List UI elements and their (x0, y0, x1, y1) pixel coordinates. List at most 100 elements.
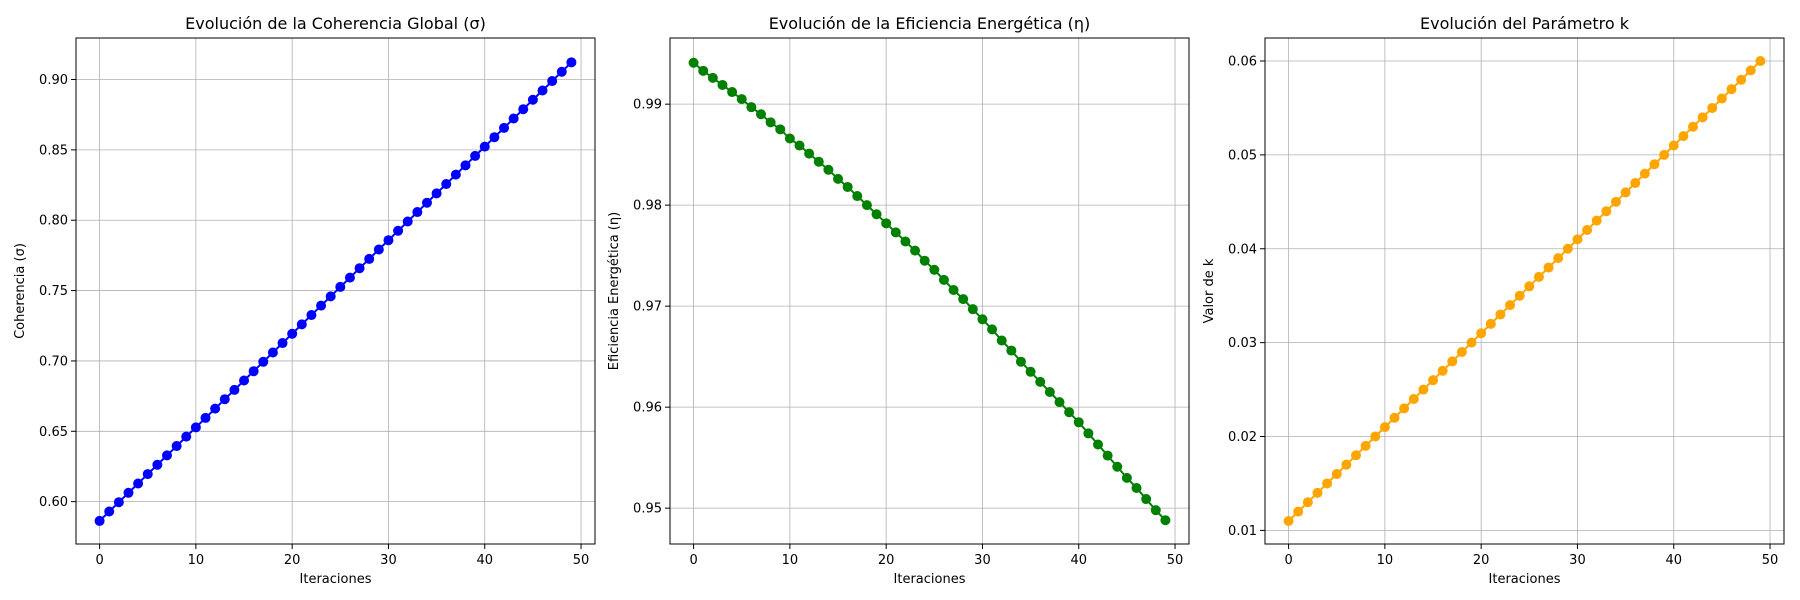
coherence-chart: 0 10 20 30 40 500.600.650.700.750.800.850.90 … (13, 14, 596, 587)
efficiency-data-point (765, 117, 776, 128)
coherence-x-tick-label: 50 (573, 553, 590, 568)
k-parameter-data-point (1456, 347, 1467, 358)
efficiency-data-point (736, 94, 747, 105)
coherence-data-point (325, 291, 336, 302)
coherence-y-tick-label: 0.85 (39, 143, 68, 158)
coherence-data-point (104, 506, 115, 517)
efficiency-data-point (1064, 407, 1075, 418)
k-parameter-data-point (1726, 84, 1737, 95)
coherence-data-point (133, 478, 144, 489)
efficiency-chart: 0 10 20 30 40 50 0.95 0.96 0.97 0.98 0.99 Evolució… (607, 14, 1190, 587)
coherence-data-point (412, 207, 423, 218)
efficiency-data-point (727, 87, 738, 98)
k-parameter-data-point (1476, 328, 1487, 339)
efficiency-data-point (852, 191, 863, 202)
k-parameter-plot-frame (1264, 37, 1785, 545)
efficiency-data-point (996, 335, 1007, 346)
efficiency-data-point (967, 304, 978, 315)
k-parameter-data-point (1543, 262, 1554, 273)
coherence-data-point (200, 412, 211, 423)
k-parameter-y-tick-label: 0.04 (1228, 242, 1257, 257)
efficiency-data-point (958, 294, 969, 305)
coherence-y-axis-label: Coherencia (σ) (13, 243, 28, 339)
coherence-data-point (566, 57, 577, 68)
efficiency-data-point (900, 236, 911, 247)
coherence-data-point (373, 244, 384, 255)
coherence-data-point (267, 347, 278, 358)
k-parameter-data-point (1659, 149, 1670, 160)
coherence-data-point (441, 179, 452, 190)
efficiency-y-tick-label: 0.99 (633, 98, 662, 113)
coherence-data-point (229, 384, 240, 395)
efficiency-series (688, 57, 1171, 526)
k-parameter-data-point (1524, 281, 1535, 292)
k-parameter-data-point (1408, 393, 1419, 404)
k-parameter-data-point (1745, 65, 1756, 76)
efficiency-data-point (1150, 505, 1161, 516)
efficiency-x-axis-label: Iteraciones (894, 572, 966, 587)
efficiency-data-point (784, 133, 795, 144)
coherence-data-point (316, 300, 327, 311)
k-parameter-data-point (1755, 56, 1766, 66)
k-parameter-data-point (1428, 375, 1439, 386)
k-parameter-data-point (1350, 450, 1361, 461)
coherence-data-point (393, 225, 404, 236)
efficiency-x-tick-label: 50 (1167, 553, 1184, 568)
k-parameter-data-point (1649, 159, 1660, 170)
efficiency-plot-frame (669, 37, 1190, 545)
coherence-data-point (296, 319, 307, 330)
coherence-data-point (152, 459, 163, 470)
k-parameter-x-tick-label: 50 (1762, 553, 1779, 568)
efficiency-x-tick-label: 40 (1070, 553, 1087, 568)
efficiency-data-point (1044, 387, 1055, 397)
k-parameter-data-point (1533, 271, 1544, 282)
k-parameter-data-point (1437, 365, 1448, 376)
k-parameter-chart-title: Evolución del Parámetro k (1420, 14, 1630, 33)
k-parameter-y-tick-label: 0.01 (1228, 524, 1257, 539)
k-parameter-data-point (1668, 140, 1679, 151)
efficiency-y-axis-label: Eficiencia Energética (η) (607, 212, 622, 370)
k-parameter-data-point (1514, 290, 1525, 301)
k-parameter-data-point (1293, 506, 1304, 517)
efficiency-x-tick-label: 20 (878, 553, 895, 568)
efficiency-data-point (881, 218, 892, 229)
coherence-x-tick-label: 30 (380, 553, 397, 568)
efficiency-y-tick-label: 0.96 (633, 401, 662, 416)
efficiency-grid (670, 38, 1189, 544)
efficiency-data-point (1015, 356, 1026, 367)
k-parameter-data-point (1562, 243, 1573, 254)
efficiency-data-point (987, 324, 998, 335)
efficiency-data-point (707, 72, 718, 83)
k-parameter-data-point (1418, 384, 1429, 395)
coherence-data-point (479, 141, 490, 152)
efficiency-data-point (919, 255, 930, 266)
k-parameter-x-axis-label: Iteraciones (1489, 572, 1561, 587)
coherence-data-point (508, 113, 519, 124)
efficiency-x-tick-label: 10 (782, 553, 799, 568)
efficiency-data-point (698, 65, 709, 76)
k-parameter-data-point (1688, 121, 1699, 132)
coherence-data-point (210, 403, 221, 414)
k-parameter-data-point (1485, 318, 1496, 329)
coherence-data-point (421, 197, 432, 208)
k-parameter-x-tick-label: 30 (1569, 553, 1586, 568)
efficiency-data-point (1025, 366, 1036, 377)
efficiency-data-point (977, 314, 988, 325)
coherence-data-point (354, 263, 365, 274)
coherence-series (94, 57, 577, 526)
k-parameter-data-point (1620, 187, 1631, 198)
k-parameter-data-point (1389, 412, 1400, 423)
k-parameter-data-point (1312, 487, 1323, 498)
coherence-data-point (537, 85, 548, 96)
k-parameter-data-point (1610, 196, 1621, 207)
k-parameter-data-point (1399, 403, 1410, 414)
coherence-data-point (489, 132, 500, 143)
coherence-y-tick-label: 0.70 (39, 354, 68, 369)
coherence-data-point (258, 356, 269, 367)
efficiency-data-point (1112, 461, 1123, 472)
coherence-data-point (499, 122, 510, 133)
k-parameter-ticks: 0 10 20 30 40 50 0.01 0.02 0.03 0.04 0.05 0.06 (1228, 55, 1778, 569)
coherence-data-point (190, 422, 201, 433)
